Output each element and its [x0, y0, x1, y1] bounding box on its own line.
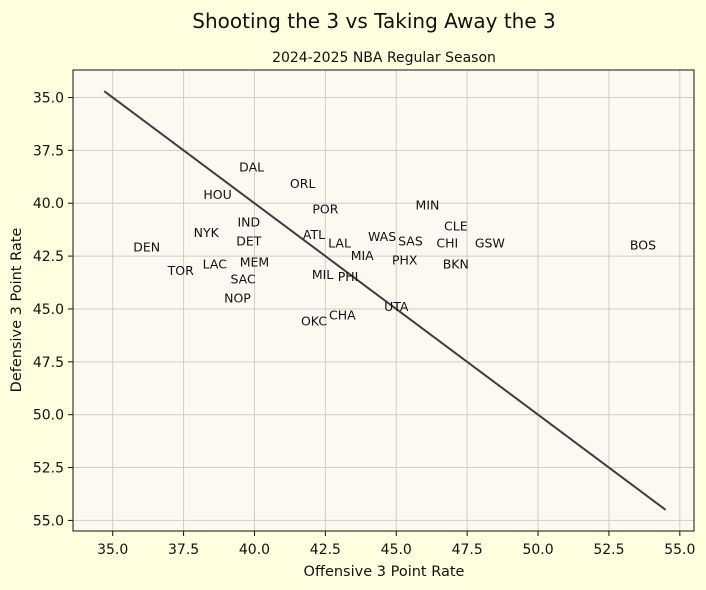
x-tick-label: 47.5: [452, 542, 483, 558]
team-label-cle: CLE: [444, 218, 468, 233]
x-tick-label: 50.0: [522, 542, 553, 558]
team-label-phx: PHX: [392, 252, 418, 267]
team-labels: DAL ORL HOU MIN POR IND CLE NYK ATL WAS SAS DET LAL C…: [133, 159, 656, 328]
team-label-por: POR: [312, 202, 338, 217]
team-label-nyk: NYK: [194, 225, 220, 240]
x-tick-label: 35.0: [97, 542, 128, 558]
y-tick-label: 47.5: [33, 355, 64, 371]
x-axis-ticks: 35.0 37.5 40.0 42.5 45.0 47.5 50.0 52.5 55.0: [97, 531, 695, 558]
chart-subtitle: 2024-2025 NBA Regular Season: [272, 50, 496, 66]
plot-frame: [72, 69, 695, 532]
team-label-bkn: BKN: [443, 257, 469, 272]
team-label-okc: OKC: [301, 314, 327, 329]
team-label-cha: CHA: [329, 307, 356, 322]
trend-line-group: [103, 90, 667, 511]
y-tick-label: 55.0: [33, 513, 64, 529]
team-label-min: MIN: [416, 197, 440, 212]
team-label-det: DET: [236, 233, 262, 248]
y-tick-label: 37.5: [33, 143, 64, 159]
x-tick-label: 42.5: [310, 542, 341, 558]
team-label-sas: SAS: [398, 233, 423, 248]
team-label-lac: LAC: [203, 257, 228, 272]
x-tick-label: 37.5: [168, 542, 199, 558]
team-label-mil: MIL: [312, 267, 333, 282]
team-label-lal: LAL: [328, 235, 351, 250]
team-label-orl: ORL: [290, 176, 316, 191]
team-label-hou: HOU: [203, 187, 231, 202]
team-label-mia: MIA: [351, 248, 374, 263]
team-label-sac: SAC: [231, 271, 256, 286]
x-tick-label: 40.0: [239, 542, 270, 558]
team-label-chi: CHI: [436, 235, 458, 250]
team-label-mem: MEM: [240, 254, 269, 269]
team-label-bos: BOS: [630, 238, 656, 253]
team-label-den: DEN: [133, 240, 160, 255]
team-label-was: WAS: [368, 229, 396, 244]
x-tick-label: 55.0: [664, 542, 695, 558]
trend-line: [103, 90, 667, 511]
x-tick-label: 45.0: [381, 542, 412, 558]
y-tick-label: 52.5: [33, 461, 64, 477]
chart-title: Shooting the 3 vs Taking Away the 3: [192, 9, 555, 33]
team-label-gsw: GSW: [475, 235, 505, 250]
team-label-phi: PHI: [338, 269, 359, 284]
team-label-nop: NOP: [224, 290, 251, 305]
team-label-uta: UTA: [384, 299, 409, 314]
y-tick-label: 45.0: [33, 302, 64, 318]
team-label-ind: IND: [237, 214, 260, 229]
y-tick-label: 35.0: [33, 90, 64, 106]
team-label-dal: DAL: [239, 159, 264, 174]
y-tick-label: 42.5: [33, 249, 64, 265]
y-tick-label: 50.0: [33, 408, 64, 424]
grid-lines: [73, 70, 694, 531]
x-tick-label: 52.5: [593, 542, 624, 558]
x-axis-label: Offensive 3 Point Rate: [304, 564, 465, 580]
y-axis-ticks: 35.0 37.5 40.0 42.5 45.0 47.5 50.0 52.5 55.0: [33, 90, 73, 529]
y-axis-label: Defensive 3 Point Rate: [9, 228, 25, 393]
team-label-atl: ATL: [303, 227, 325, 242]
y-tick-label: 40.0: [33, 196, 64, 212]
team-label-tor: TOR: [167, 263, 194, 278]
